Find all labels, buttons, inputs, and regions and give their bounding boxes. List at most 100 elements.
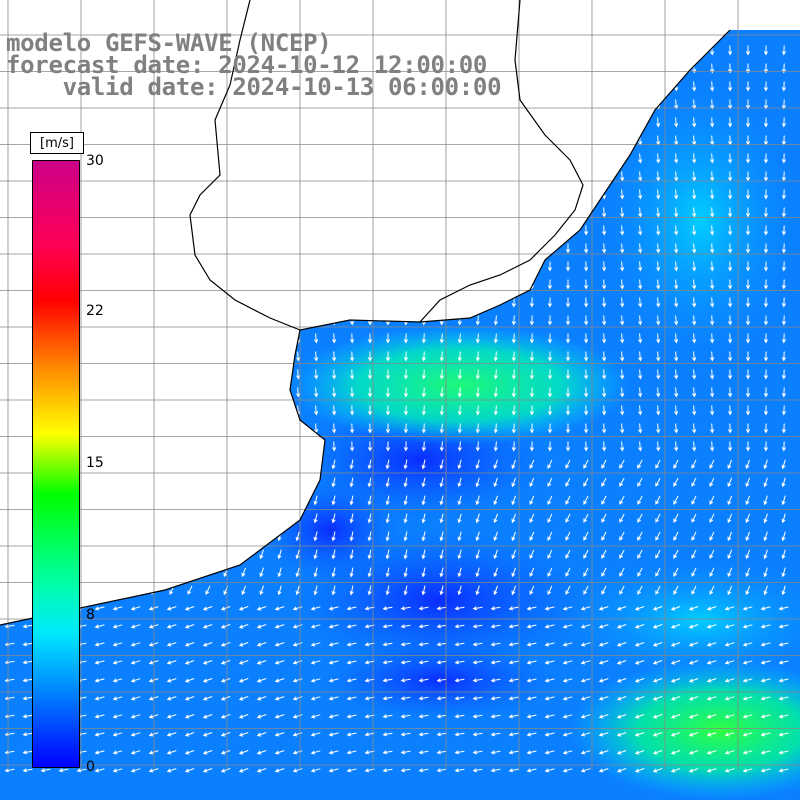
wind-arrow [439,351,444,362]
wind-arrow [727,405,733,416]
wind-arrow [259,585,264,596]
wind-arrow [727,117,733,128]
wind-arrow [166,732,177,737]
wind-arrow [598,732,609,737]
wind-arrow [709,279,715,290]
wind-arrow [166,714,177,719]
wind-arrow [22,624,33,629]
wind-arrow [421,405,427,416]
wind-arrow [328,768,339,773]
wind-arrow [439,369,444,380]
wind-arrow [673,495,679,505]
wind-arrow [763,171,769,182]
wind-arrow [454,624,465,629]
wind-arrow [691,387,697,398]
wind-arrow [94,606,105,611]
wind-arrow [709,225,715,236]
wind-arrow [382,660,393,665]
wind-arrow [601,477,607,487]
wind-arrow [601,513,607,523]
wind-arrow [763,387,769,398]
wind-arrow [619,207,625,218]
wind-arrow [781,117,787,128]
wind-arrow [313,369,319,380]
wind-arrow [565,567,571,577]
wind-arrow [745,585,751,596]
wind-arrow [94,714,105,719]
wind-arrow [619,243,625,254]
wind-arrow [382,678,393,683]
wind-arrow [670,678,681,683]
wind-arrow [652,660,663,665]
wind-arrow [220,660,231,665]
wind-arrow [656,297,661,308]
wind-arrow [688,660,699,665]
wind-arrow [418,660,429,665]
wind-arrow [673,585,679,595]
wind-arrow [691,171,697,182]
wind-arrow [382,750,393,755]
wind-arrow [418,750,429,755]
wind-arrow [331,387,337,398]
wind-arrow [436,732,447,737]
wind-arrow [727,477,733,488]
wind-arrow [274,642,285,647]
wind-arrow [349,387,355,398]
wind-arrow [547,423,553,434]
wind-arrow [256,660,267,665]
wind-arrow [709,567,715,578]
wind-arrow [296,351,301,362]
wind-arrow [526,768,537,773]
wind-arrow [691,189,697,200]
wind-arrow [490,642,501,647]
wind-arrow [583,549,589,559]
wind-arrow [472,696,483,701]
wind-arrow [706,732,717,737]
wind-arrow [367,549,372,560]
wind-arrow [367,333,373,344]
wind-arrow [238,642,249,647]
wind-arrow [457,369,462,380]
wind-arrow [760,750,771,755]
wind-arrow [367,477,372,488]
wind-arrow [529,531,535,542]
wind-arrow [367,369,373,380]
wind-arrow [727,387,733,398]
wind-arrow [418,642,429,647]
wind-arrow [454,768,465,773]
wind-arrow [638,207,643,218]
wind-arrow [691,117,697,128]
wind-arrow [655,495,661,505]
wind-arrow [638,333,643,344]
wind-arrow [292,642,303,647]
wind-arrow [562,678,573,683]
wind-arrow [580,768,591,773]
wind-arrow [745,81,751,92]
wind-arrow [22,678,33,683]
wind-arrow [457,477,462,488]
wind-arrow [439,459,444,470]
wind-arrow [674,351,679,362]
wind-arrow [724,696,735,701]
wind-arrow [547,315,553,326]
wind-arrow [493,387,498,398]
wind-arrow [403,531,408,542]
wind-arrow [616,606,627,611]
wind-arrow [601,405,607,416]
wind-arrow [619,369,625,380]
wind-arrow [331,423,337,434]
wind-arrow [674,315,679,326]
wind-arrow [112,732,123,737]
wind-arrow [601,585,607,595]
wind-arrow [656,117,661,128]
wind-arrow [400,696,411,701]
wind-arrow [493,405,498,416]
wind-arrow [508,714,519,719]
wind-arrow [763,207,769,218]
wind-arrow [274,714,285,719]
wind-arrow [619,315,625,326]
wind-arrow [529,369,535,380]
wind-arrow [616,642,627,647]
wind-arrow [421,585,426,596]
wind-arrow [328,642,339,647]
